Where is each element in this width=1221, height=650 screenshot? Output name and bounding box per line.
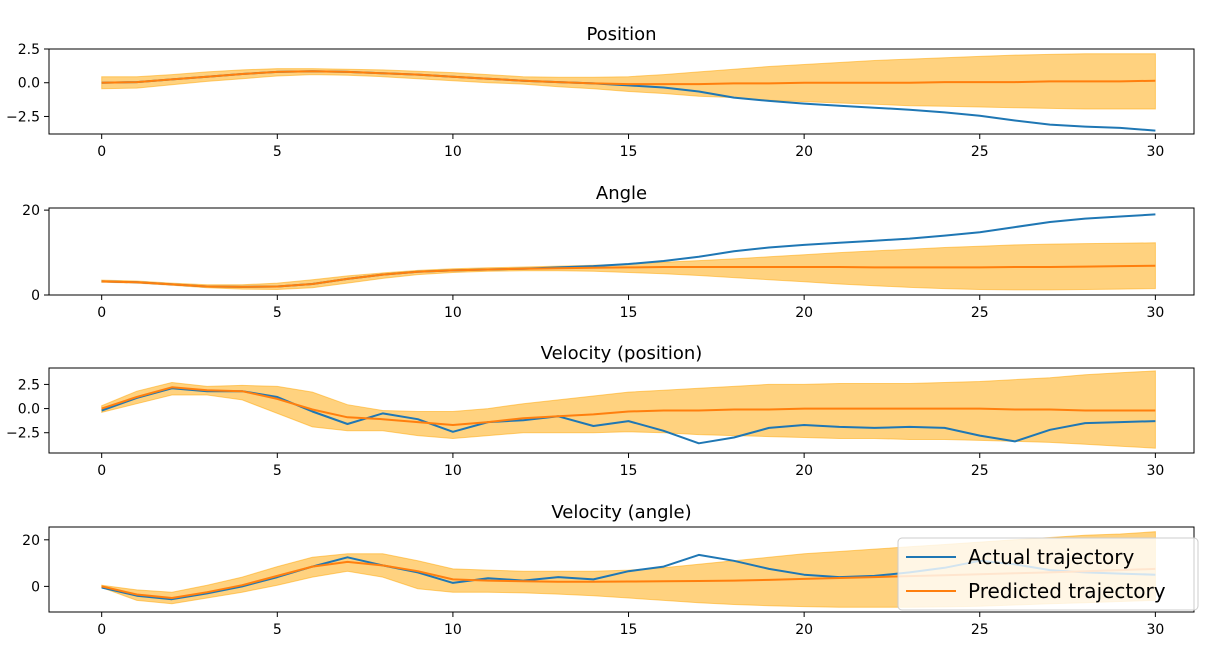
x-tick-label: 0: [97, 144, 106, 160]
uncertainty-band: [101, 242, 1156, 291]
axes-frame: [48, 48, 1195, 135]
x-tick-label: 0: [97, 305, 106, 321]
x-tick-label: 25: [971, 144, 989, 160]
x-tick-label: 25: [971, 305, 989, 321]
y-tick-label: 0.0: [18, 402, 40, 418]
x-tick-label: 25: [971, 622, 989, 638]
x-tick-label: 10: [444, 144, 462, 160]
panel-1: Position 0 5 10 15 20 25 30 2.5 0.0 −2.5: [6, 24, 1195, 160]
x-tick-label: 5: [273, 144, 282, 160]
x-tick-label: 20: [795, 305, 813, 321]
x-tick-label: 30: [1146, 622, 1164, 638]
axes-frame: [48, 207, 1195, 296]
y-tick-label: 20: [22, 203, 40, 219]
x-tick-label: 20: [795, 144, 813, 160]
legend-frame: [897, 537, 1199, 611]
legend: Actual trajectory Predicted trajectory: [897, 537, 1199, 611]
y-tick-label: −2.5: [6, 426, 40, 442]
x-tick-label: 15: [620, 144, 638, 160]
y-tick-label: 0: [31, 288, 40, 304]
x-tick-label: 0: [97, 463, 106, 479]
panel-3: Velocity (position) 0 5 10 15 20 25 30 2.5 0.0 −2.…: [6, 343, 1195, 479]
panel-title: Velocity (angle): [551, 502, 691, 523]
x-tick-label: 20: [795, 622, 813, 638]
uncertainty-band: [101, 53, 1156, 110]
panels: Position 0 5 10 15 20 25 30 2.5 0.0 −2.5 Angle 0 5 10 1…: [6, 24, 1195, 638]
y-tick-label: 0.0: [18, 76, 40, 92]
series-actual-line: [101, 387, 1156, 445]
x-tick-label: 10: [444, 622, 462, 638]
legend-label-actual: Actual trajectory: [968, 545, 1134, 569]
x-tick-label: 0: [97, 622, 106, 638]
panel-title: Angle: [596, 183, 647, 204]
panel-2: Angle 0 5 10 15 20 25 30 20 0: [22, 183, 1195, 321]
x-tick-label: 10: [444, 305, 462, 321]
x-tick-label: 30: [1146, 463, 1164, 479]
x-tick-label: 5: [273, 463, 282, 479]
x-tick-label: 5: [273, 622, 282, 638]
series-predicted-line: [101, 264, 1156, 288]
series-predicted-line: [101, 70, 1156, 86]
x-tick-label: 15: [620, 305, 638, 321]
series-predicted-line: [101, 386, 1156, 426]
x-tick-label: 25: [971, 463, 989, 479]
x-tick-label: 20: [795, 463, 813, 479]
x-tick-label: 15: [620, 622, 638, 638]
panel-title: Velocity (position): [541, 343, 703, 364]
x-tick-label: 30: [1146, 305, 1164, 321]
x-tick-label: 10: [444, 463, 462, 479]
axes-frame: [48, 367, 1195, 454]
y-tick-label: 2.5: [18, 42, 40, 58]
x-tick-label: 5: [273, 305, 282, 321]
y-tick-label: 2.5: [18, 377, 40, 393]
uncertainty-band: [101, 370, 1156, 449]
y-tick-label: 20: [22, 533, 40, 549]
legend-label-predicted: Predicted trajectory: [968, 579, 1166, 603]
panel-title: Position: [586, 24, 656, 45]
x-tick-label: 30: [1146, 144, 1164, 160]
y-tick-label: 0: [31, 579, 40, 595]
x-tick-label: 15: [620, 463, 638, 479]
y-tick-label: −2.5: [6, 109, 40, 125]
